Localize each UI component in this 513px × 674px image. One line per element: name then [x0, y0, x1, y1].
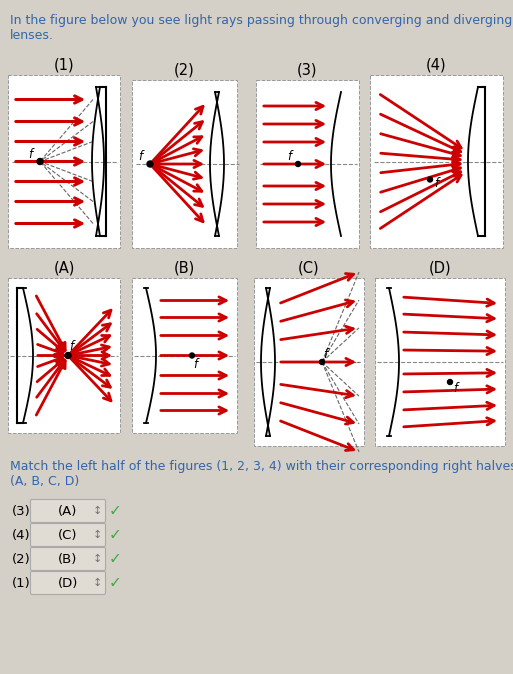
FancyBboxPatch shape — [8, 75, 120, 248]
Text: ↕: ↕ — [92, 578, 102, 588]
Circle shape — [295, 162, 301, 166]
Text: (3): (3) — [297, 63, 318, 78]
Circle shape — [37, 158, 43, 164]
Text: f: f — [138, 150, 142, 162]
FancyBboxPatch shape — [370, 75, 503, 248]
FancyBboxPatch shape — [256, 80, 359, 248]
Text: f: f — [28, 148, 32, 161]
Text: In the figure below you see light rays passing through converging and diverging
: In the figure below you see light rays p… — [10, 14, 512, 42]
Text: (B): (B) — [58, 553, 77, 565]
FancyBboxPatch shape — [254, 278, 364, 446]
Text: ↕: ↕ — [92, 554, 102, 564]
Text: (B): (B) — [174, 260, 195, 276]
Text: ✓: ✓ — [109, 576, 122, 590]
Text: (4): (4) — [12, 528, 31, 541]
FancyBboxPatch shape — [8, 278, 120, 433]
Circle shape — [447, 379, 452, 384]
FancyBboxPatch shape — [30, 547, 106, 570]
Text: (1): (1) — [12, 576, 31, 590]
Text: (C): (C) — [58, 528, 78, 541]
Text: f: f — [193, 358, 197, 371]
Text: Match the left half of the figures (1, 2, 3, 4) with their corresponding right h: Match the left half of the figures (1, 2… — [10, 460, 513, 488]
FancyBboxPatch shape — [30, 499, 106, 522]
Text: (D): (D) — [429, 260, 451, 276]
Text: (C): (C) — [298, 260, 320, 276]
Circle shape — [147, 161, 153, 167]
Text: (1): (1) — [54, 57, 74, 73]
Text: (2): (2) — [12, 553, 31, 565]
Text: f: f — [434, 177, 438, 190]
FancyBboxPatch shape — [30, 572, 106, 594]
FancyBboxPatch shape — [132, 278, 237, 433]
Text: (A): (A) — [53, 260, 75, 276]
Text: f: f — [453, 381, 457, 394]
Text: ✓: ✓ — [109, 528, 122, 543]
Text: (D): (D) — [58, 576, 78, 590]
Circle shape — [320, 359, 325, 365]
Text: (4): (4) — [426, 57, 447, 73]
Text: ✓: ✓ — [109, 551, 122, 567]
Text: f: f — [287, 150, 291, 164]
Text: f: f — [69, 340, 73, 353]
Text: (2): (2) — [174, 63, 195, 78]
Text: ↕: ↕ — [92, 530, 102, 540]
Text: f: f — [323, 348, 327, 361]
Text: (3): (3) — [12, 505, 31, 518]
Circle shape — [65, 353, 71, 359]
FancyBboxPatch shape — [30, 524, 106, 547]
Circle shape — [189, 353, 194, 358]
FancyBboxPatch shape — [375, 278, 505, 446]
Text: (A): (A) — [58, 505, 77, 518]
Text: ↕: ↕ — [92, 506, 102, 516]
Circle shape — [427, 177, 432, 182]
Text: ✓: ✓ — [109, 503, 122, 518]
FancyBboxPatch shape — [132, 80, 237, 248]
